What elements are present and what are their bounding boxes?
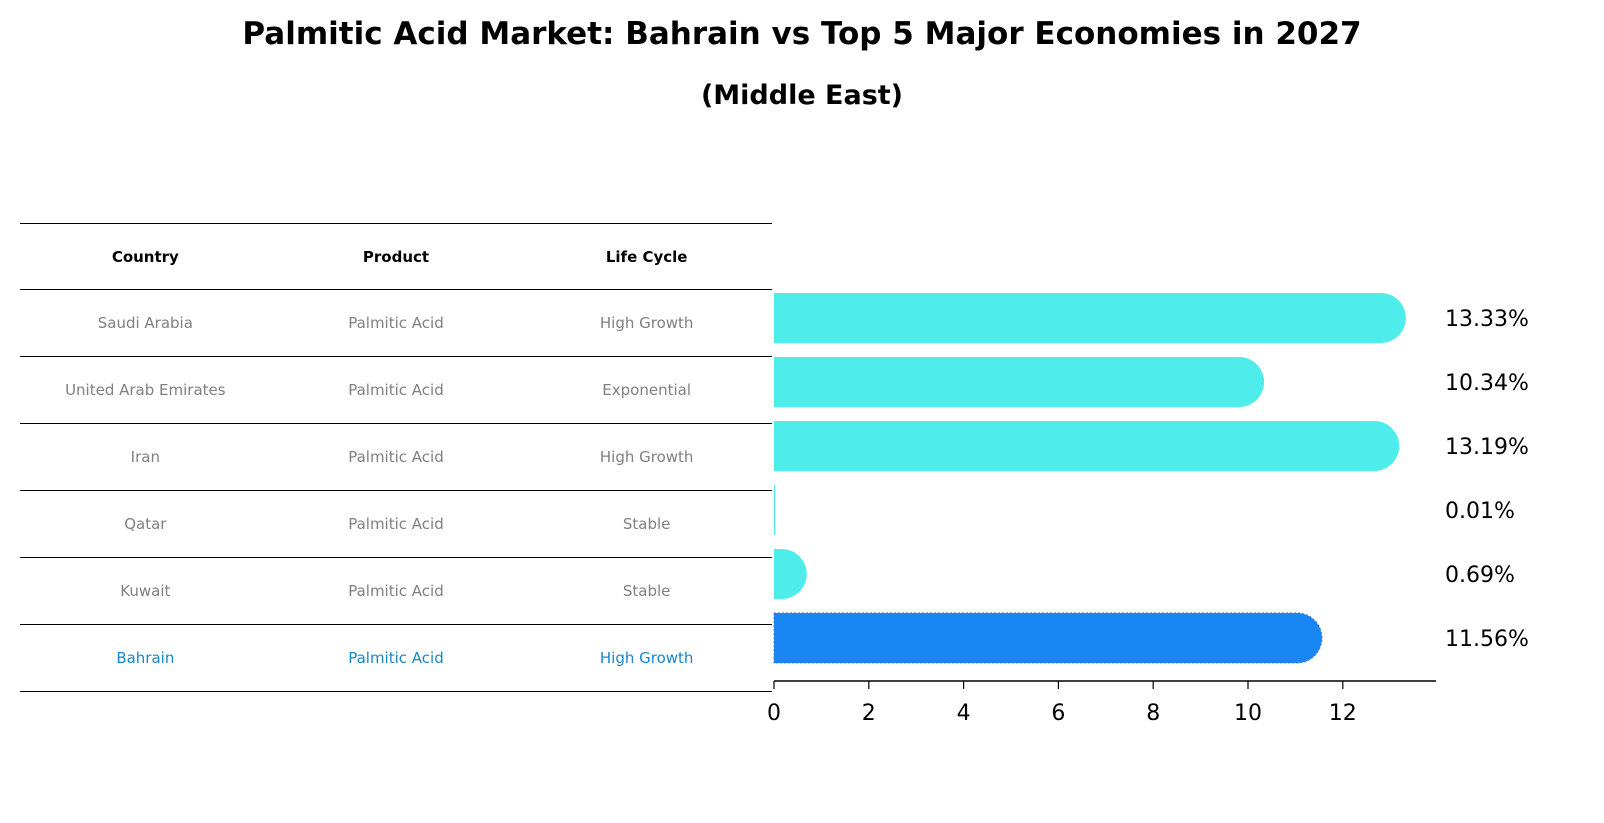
cell-product: Palmitic Acid	[270, 557, 522, 625]
header-country: Country	[20, 223, 271, 290]
data-label: 13.33%	[1445, 307, 1529, 332]
cell-life-cycle: High Growth	[521, 624, 772, 692]
bar-kuwait	[774, 549, 807, 599]
bar-bahrain	[773, 612, 1323, 664]
table-row: United Arab Emirates Palmitic Acid Expon…	[20, 356, 772, 424]
chart-subtitle: (Middle East)	[700, 80, 904, 111]
x-tick-label: 10	[1234, 701, 1262, 726]
cell-life-cycle: High Growth	[521, 289, 772, 357]
x-tick-label: 6	[1051, 701, 1065, 726]
cell-life-cycle: Exponential	[521, 356, 772, 424]
chart-title: Palmitic Acid Market: Bahrain vs Top 5 M…	[242, 16, 1362, 52]
table-row-highlight: Bahrain Palmitic Acid High Growth	[20, 624, 772, 692]
cell-product: Palmitic Acid	[270, 624, 522, 692]
data-label: 11.56%	[1445, 627, 1529, 652]
table-row: Iran Palmitic Acid High Growth	[20, 423, 772, 491]
data-label: 0.69%	[1445, 563, 1515, 588]
data-label: 0.01%	[1445, 499, 1515, 524]
cell-country: Qatar	[20, 490, 271, 558]
cell-country: Kuwait	[20, 557, 271, 625]
data-label: 10.34%	[1445, 371, 1529, 396]
cell-country: United Arab Emirates	[20, 356, 271, 424]
market-table: Country Product Life Cycle Saudi Arabia …	[20, 223, 772, 692]
data-label: 13.19%	[1445, 435, 1529, 460]
x-tick-label: 2	[862, 701, 876, 726]
cell-country: Bahrain	[20, 624, 271, 692]
x-tick-label: 4	[957, 701, 971, 726]
x-tick-label: 0	[767, 701, 781, 726]
cell-country: Iran	[20, 423, 271, 491]
table-row: Saudi Arabia Palmitic Acid High Growth	[20, 289, 772, 357]
cell-product: Palmitic Acid	[270, 423, 522, 491]
table-row: Qatar Palmitic Acid Stable	[20, 490, 772, 558]
bar-iran	[774, 421, 1400, 471]
cell-product: Palmitic Acid	[270, 289, 522, 357]
bar-qatar	[774, 485, 776, 535]
table-row: Kuwait Palmitic Acid Stable	[20, 557, 772, 625]
x-tick-label: 8	[1146, 701, 1160, 726]
cell-life-cycle: Stable	[521, 557, 772, 625]
bar-united-arab-emirates	[774, 357, 1265, 407]
cell-country: Saudi Arabia	[20, 289, 271, 357]
cell-product: Palmitic Acid	[270, 490, 522, 558]
cell-life-cycle: Stable	[521, 490, 772, 558]
x-tick-label: 12	[1329, 701, 1357, 726]
cell-life-cycle: High Growth	[521, 423, 772, 491]
header-life-cycle: Life Cycle	[521, 223, 772, 290]
table-header-row: Country Product Life Cycle	[20, 223, 772, 290]
bar-saudi-arabia	[774, 293, 1406, 343]
cell-product: Palmitic Acid	[270, 356, 522, 424]
header-product: Product	[270, 223, 522, 290]
